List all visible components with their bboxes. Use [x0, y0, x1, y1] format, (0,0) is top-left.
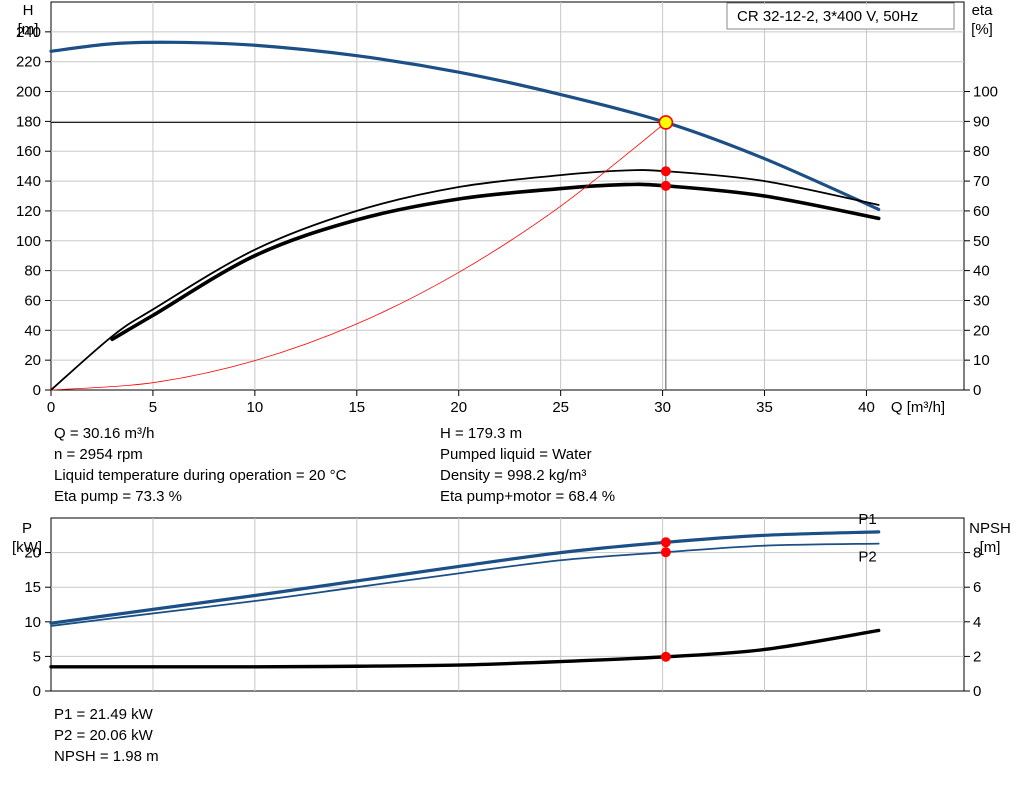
info-head: H = 179.3 m [440, 425, 523, 442]
bottom-y-tick-label: 5 [33, 648, 41, 665]
top-frame [50, 1, 965, 391]
top-y-axis-label: H [23, 2, 34, 19]
info-npsh: NPSH = 1.98 m [54, 748, 159, 765]
series-label-p2: P2 [858, 549, 876, 566]
top-y2-tick-label: 50 [973, 233, 990, 250]
top-y2-tick-label: 0 [973, 382, 981, 399]
curve-power-p1 [49, 530, 881, 625]
pump-label: CR 32-12-2, 3*400 V, 50Hz [737, 8, 918, 25]
bottom-y-axis-label: [kW] [12, 539, 42, 556]
bottom-y2-tick-label: 2 [973, 648, 981, 665]
curve-eta-pump-thick [110, 182, 881, 342]
top-y-tick-label: 20 [24, 352, 41, 369]
bottom-y-tick-label: 10 [24, 614, 41, 631]
top-y-tick-label: 140 [16, 173, 41, 190]
top-y-tick-label: 240 [16, 24, 41, 41]
top-y2-tick-label: 90 [973, 113, 990, 130]
duty-point-marker [660, 166, 671, 177]
top-y-tick-label: 60 [24, 292, 41, 309]
curve-npsh [49, 628, 881, 669]
duty-point-marker [660, 547, 671, 558]
bottom-y2-tick-label: 8 [973, 545, 981, 562]
duty-point-marker [660, 651, 671, 662]
top-y-tick-label: 200 [16, 84, 41, 101]
top-y2-tick-label: 70 [973, 173, 990, 190]
operating-point-marker [658, 115, 674, 130]
info-liquid-temperature: Liquid temperature during operation = 20… [54, 467, 347, 484]
bottom-plot: 0 5 10 15 20 0 2 4 6 8 P [kW] NPSH [m] P1 P2 [12, 511, 1011, 700]
top-plot: 0204060801001201401601802002202400102030… [16, 1, 998, 416]
bottom-y-tick-label: 20 [24, 545, 41, 562]
top-y-tick-label: 80 [24, 263, 41, 280]
top-y2-tick-label: 100 [973, 84, 998, 101]
top-x-tick-label: 25 [552, 399, 569, 416]
top-x-tick-label: 40 [858, 399, 875, 416]
info-pumped-liquid: Pumped liquid = Water [440, 446, 592, 463]
info-density: Density = 998.2 kg/m³ [440, 467, 587, 484]
bottom-y2-tick-label: 0 [973, 683, 981, 700]
top-x-tick-label: 0 [47, 399, 55, 416]
top-x-tick-label: 15 [348, 399, 365, 416]
duty-point-marker [660, 537, 671, 548]
bottom-y-axis-label: P [22, 520, 32, 537]
top-x-tick-label: 20 [450, 399, 467, 416]
top-y2-tick-label: 30 [973, 292, 990, 309]
top-y-axis-label: [m] [18, 21, 39, 38]
curve-eta-pump-thin [50, 169, 880, 391]
info-p2: P2 = 20.06 kW [54, 727, 153, 744]
top-y-tick-label: 220 [16, 54, 41, 71]
bottom-y2-tick-label: 4 [973, 614, 981, 631]
top-y2-axis-label: [%] [971, 21, 993, 38]
bottom-y2-tick-label: 6 [973, 579, 981, 596]
top-y2-tick-label: 60 [973, 203, 990, 220]
top-y-tick-label: 40 [24, 322, 41, 339]
bottom-frame [50, 517, 965, 692]
top-y2-tick-label: 40 [973, 263, 990, 280]
bottom-y-tick-label: 0 [33, 683, 41, 700]
info-flow: Q = 30.16 m³/h [54, 425, 155, 442]
curve-power-p2 [50, 542, 880, 627]
pump-label-box [726, 2, 955, 30]
top-y-tick-label: 100 [16, 233, 41, 250]
top-y2-axis-label: eta [972, 2, 994, 19]
top-x-axis-label: Q [m³/h] [891, 399, 945, 416]
top-x-tick-label: 10 [247, 399, 264, 416]
top-y2-tick-label: 80 [973, 143, 990, 160]
top-x-tick-label: 5 [149, 399, 157, 416]
top-y2-tick-label: 10 [973, 352, 990, 369]
top-y-tick-label: 160 [16, 143, 41, 160]
top-y-tick-label: 120 [16, 203, 41, 220]
series-label-p1: P1 [858, 511, 876, 528]
top-y2-tick-label: 20 [973, 322, 990, 339]
bottom-y-tick-label: 15 [24, 579, 41, 596]
duty-point-marker [660, 180, 671, 191]
info-top-right: H = 179.3 m Pumped liquid = Water Densit… [440, 423, 615, 507]
info-speed: n = 2954 rpm [54, 446, 143, 463]
info-top-left: Q = 30.16 m³/h n = 2954 rpm Liquid tempe… [54, 423, 346, 507]
bottom-y2-axis-label: [m] [980, 539, 1001, 556]
top-x-tick-label: 30 [654, 399, 671, 416]
bottom-y2-axis-label: NPSH [969, 520, 1011, 537]
info-eta-pump-motor: Eta pump+motor = 68.4 % [440, 488, 616, 505]
curve-system-curve [50, 122, 667, 391]
info-bottom: P1 = 21.49 kW P2 = 20.06 kW NPSH = 1.98 … [54, 704, 159, 767]
top-y-tick-label: 0 [33, 382, 41, 399]
top-x-tick-label: 35 [756, 399, 773, 416]
curve-head [49, 40, 881, 212]
top-y-tick-label: 180 [16, 113, 41, 130]
info-p1: P1 = 21.49 kW [54, 706, 153, 723]
info-eta-pump: Eta pump = 73.3 % [54, 488, 182, 505]
